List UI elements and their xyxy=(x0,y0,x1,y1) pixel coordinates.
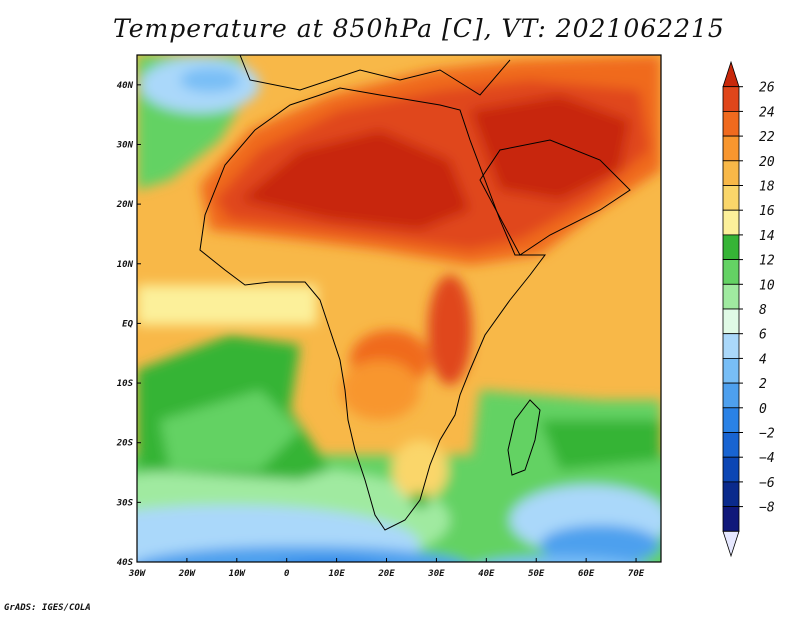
colorbar-label: 0 xyxy=(759,402,767,417)
arabia-coastline xyxy=(479,139,631,256)
colorbar-label: 24 xyxy=(759,105,775,120)
colorbar-label: 14 xyxy=(759,229,775,244)
colorbar-label: 16 xyxy=(759,204,775,219)
lat-tick-label: 10S xyxy=(117,379,134,389)
lon-tick-label: 0 xyxy=(284,569,290,579)
colorbar-label: 12 xyxy=(759,254,775,269)
colorbar-segment xyxy=(722,209,740,236)
lon-tick-label: 10W xyxy=(229,569,247,579)
colorbar-label: −8 xyxy=(759,501,775,516)
lat-tick-label: 20N xyxy=(116,200,134,210)
colorbar-segment xyxy=(722,259,740,285)
colorbar-label: −4 xyxy=(759,451,775,466)
lat-tick-label: EQ xyxy=(122,319,133,329)
lat-tick-label: 40N xyxy=(117,81,134,91)
lon-tick-label: 20W xyxy=(178,569,197,579)
colorbar-label: 10 xyxy=(759,278,775,293)
colorbar-triangle-top xyxy=(722,60,740,88)
temperature-field xyxy=(137,55,661,562)
lat-tick-label: 40S xyxy=(117,558,134,568)
colorbar-segment xyxy=(722,135,740,162)
colorbar-label: 26 xyxy=(759,81,775,96)
lon-tick-label: 30W xyxy=(128,569,147,579)
coastlines xyxy=(199,55,631,531)
colorbar-segment xyxy=(722,506,740,532)
colorbar-label: 4 xyxy=(759,352,767,367)
grads-credit: GrADS: IGES/COLA xyxy=(4,603,91,613)
colorbar-segment xyxy=(722,333,740,359)
colorbar-segment xyxy=(722,86,740,112)
colorbar-segment xyxy=(722,308,740,335)
map-frame xyxy=(136,54,662,563)
colorbar-label: 8 xyxy=(759,303,767,318)
lat-tick-label: 20S xyxy=(116,439,134,449)
lon-tick-label: 10E xyxy=(328,569,345,579)
colorbar-segment xyxy=(722,481,740,507)
lon-tick-label: 70E xyxy=(628,569,645,579)
map-title: Temperature at 850hPa [C], VT: 202106221… xyxy=(113,14,725,43)
africa-coastline xyxy=(199,87,546,531)
colorbar-label: 20 xyxy=(759,155,775,170)
colorbar-label: 6 xyxy=(759,328,767,343)
colorbar-segment xyxy=(722,234,740,260)
colorbar-segment xyxy=(722,111,740,137)
lon-tick-label: 40E xyxy=(478,569,495,579)
madagascar-coastline xyxy=(507,399,541,476)
lon-tick-label: 50E xyxy=(528,569,545,579)
colorbar-segment xyxy=(722,382,740,409)
colorbar-triangle-bottom xyxy=(722,530,740,558)
colorbar-segment xyxy=(722,432,740,458)
lon-tick-label: 30E xyxy=(427,569,445,579)
lat-tick-label: 30S xyxy=(116,498,134,508)
lat-tick-label: 30N xyxy=(116,140,134,150)
longitude-axis: 30W 20W 10W 0 10E 20E 30E 40E 50E 60E 70E xyxy=(128,558,645,579)
colorbar-label: 2 xyxy=(759,377,767,392)
colorbar-segment xyxy=(722,185,740,211)
lon-tick-label: 60E xyxy=(578,569,595,579)
lat-tick-label: 10N xyxy=(117,260,134,270)
lon-tick-label: 20E xyxy=(377,569,395,579)
colorbar-label: −6 xyxy=(759,476,775,491)
colorbar-label: 18 xyxy=(759,180,775,195)
colorbar-segment xyxy=(722,456,740,483)
colorbar-segment xyxy=(722,357,740,384)
europe-coastline xyxy=(239,55,511,96)
colorbar-segment xyxy=(722,160,740,186)
latitude-axis: 40N 30N 20N 10N EQ 10S 20S 30S 40S xyxy=(116,81,141,568)
colorbar-label: −2 xyxy=(759,427,775,442)
colorbar-segment xyxy=(722,407,740,433)
colorbar-segment xyxy=(722,283,740,310)
colorbar-label: 22 xyxy=(759,130,775,145)
